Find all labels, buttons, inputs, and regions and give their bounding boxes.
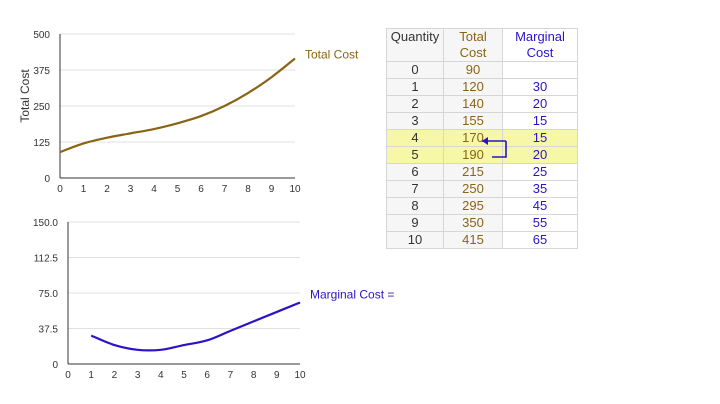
y-tick-label: 150.0 <box>33 218 58 229</box>
quantity-cell: 2 <box>386 95 444 113</box>
y-tick-label: 0 <box>44 174 50 185</box>
table-body: 0 90 1 120 30 2 140 20 3 155 15 4 170 15 5 190 20 6 215 25 7… <box>386 61 578 249</box>
x-tick-label: 0 <box>65 370 71 381</box>
header-quantity: Quantity <box>386 28 444 62</box>
marginal-cost-cell: 35 <box>502 180 578 198</box>
y-tick-label: 112.5 <box>34 254 59 265</box>
table-row: 7 250 35 <box>386 180 578 198</box>
table-row: 0 90 <box>386 61 578 79</box>
x-tick-label: 4 <box>158 370 164 381</box>
y-tick-label: 75.0 <box>39 289 59 300</box>
y-axis-label: Total Cost <box>18 69 32 123</box>
x-tick-label: 4 <box>151 184 157 195</box>
total-cost-cell: 215 <box>443 163 503 181</box>
quantity-cell: 5 <box>386 146 444 164</box>
quantity-cell: 4 <box>386 129 444 147</box>
x-tick-label: 5 <box>181 370 187 381</box>
series-label: Total Cost <box>305 47 359 61</box>
marginal-cost-cell: 15 <box>502 129 578 147</box>
table-row: 3 155 15 <box>386 112 578 130</box>
total-cost-cell: 295 <box>443 197 503 215</box>
quantity-cell: 7 <box>386 180 444 198</box>
x-tick-label: 0 <box>57 184 63 195</box>
quantity-cell: 0 <box>386 61 444 79</box>
table-row: 8 295 45 <box>386 197 578 215</box>
header-marginal-cost: Marginal Cost <box>502 28 578 62</box>
marginal-cost-cell: 20 <box>502 95 578 113</box>
quantity-cell: 8 <box>386 197 444 215</box>
y-tick-label: 500 <box>33 30 50 41</box>
y-tick-label: 375 <box>33 66 50 77</box>
table-header-row: Quantity Total Cost Marginal Cost <box>386 28 578 62</box>
x-tick-label: 1 <box>88 370 94 381</box>
y-tick-label: 37.5 <box>39 325 59 336</box>
quantity-cell: 10 <box>386 231 444 249</box>
quantity-cell: 6 <box>386 163 444 181</box>
y-tick-label: 250 <box>33 102 50 113</box>
y-tick-label: 0 <box>52 360 58 371</box>
x-tick-label: 10 <box>289 184 301 195</box>
quantity-cell: 1 <box>386 78 444 96</box>
marginal-cost-cell: 65 <box>502 231 578 249</box>
marginal-cost-cell: 15 <box>502 112 578 130</box>
series-label: Marginal Cost = <box>310 287 394 301</box>
marginal-cost-cell <box>502 61 578 79</box>
cost-table: Quantity Total Cost Marginal Cost 0 90 1 120 3… <box>386 28 578 249</box>
total-cost-cell: 170 <box>443 129 503 147</box>
x-tick-label: 6 <box>198 184 204 195</box>
x-tick-label: 6 <box>204 370 210 381</box>
total-cost-cell: 415 <box>443 231 503 249</box>
marginal-cost-cell: 55 <box>502 214 578 232</box>
series-line <box>59 57 296 154</box>
marginal-cost-cell: 20 <box>502 146 578 164</box>
total-cost-cell: 350 <box>443 214 503 232</box>
table-row: 4 170 15 <box>386 129 578 147</box>
table-row: 5 190 20 <box>386 146 578 164</box>
x-tick-label: 5 <box>175 184 181 195</box>
x-tick-label: 2 <box>112 370 118 381</box>
quantity-cell: 9 <box>386 214 444 232</box>
marginal-cost-cell: 25 <box>502 163 578 181</box>
x-tick-label: 1 <box>81 184 87 195</box>
total-cost-cell: 90 <box>443 61 503 79</box>
total-cost-cell: 250 <box>443 180 503 198</box>
header-total-cost: Total Cost <box>443 28 503 62</box>
marginal-cost-cell: 45 <box>502 197 578 215</box>
x-tick-label: 7 <box>222 184 228 195</box>
y-tick-label: 125 <box>33 138 50 149</box>
x-tick-label: 7 <box>228 370 234 381</box>
quantity-cell: 3 <box>386 112 444 130</box>
total-cost-cell: 190 <box>443 146 503 164</box>
total-cost-cell: 155 <box>443 112 503 130</box>
table-row: 9 350 55 <box>386 214 578 232</box>
x-tick-label: 2 <box>104 184 110 195</box>
total-cost-cell: 140 <box>443 95 503 113</box>
x-tick-label: 8 <box>251 370 257 381</box>
table-row: 10 415 65 <box>386 231 578 249</box>
x-tick-label: 3 <box>135 370 141 381</box>
x-tick-label: 3 <box>128 184 134 195</box>
table-row: 1 120 30 <box>386 78 578 96</box>
table-row: 2 140 20 <box>386 95 578 113</box>
table-row: 6 215 25 <box>386 163 578 181</box>
marginal-cost-cell: 30 <box>502 78 578 96</box>
x-tick-label: 8 <box>245 184 251 195</box>
total-cost-cell: 120 <box>443 78 503 96</box>
x-tick-label: 10 <box>294 370 306 381</box>
series-line <box>90 301 301 352</box>
x-tick-label: 9 <box>269 184 275 195</box>
x-tick-label: 9 <box>274 370 280 381</box>
